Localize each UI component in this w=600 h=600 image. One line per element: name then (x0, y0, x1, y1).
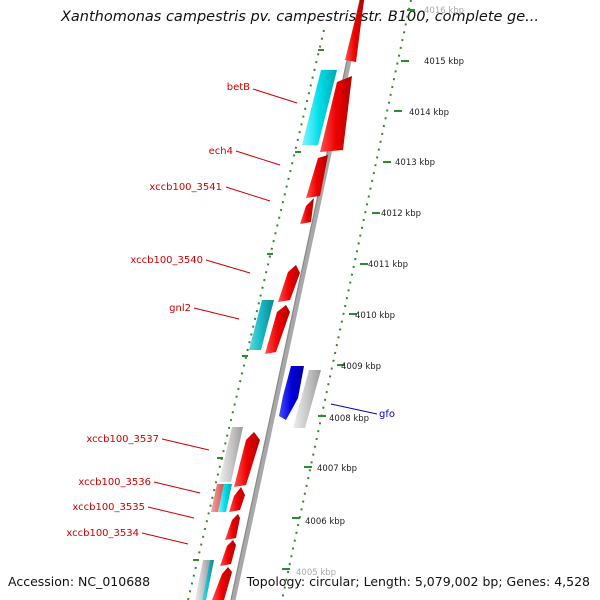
gene-teal-bottom[interactable] (202, 560, 214, 600)
tick-label: 4006 kbp (305, 517, 345, 527)
gene-label-betB[interactable]: betB (227, 82, 250, 93)
gene-gray[interactable] (219, 427, 243, 482)
gene-label-ech4[interactable]: ech4 (209, 146, 233, 157)
gene-arrow[interactable] (234, 432, 260, 487)
scale-ticks: 4016 kbp 4015 kbp 4014 kbp 4013 kbp 4012… (282, 6, 464, 578)
leader-line (161, 438, 210, 451)
gene-arrow[interactable] (320, 76, 352, 152)
gene-labels: betB ech4 xccb100_3541 xccb100_3540 gnl2… (66, 82, 250, 539)
gene-betB[interactable] (302, 70, 337, 145)
label-leaders (141, 88, 298, 545)
gene-label-xccb100-3541[interactable]: xccb100_3541 (149, 182, 222, 193)
leader-line (153, 481, 201, 494)
tick-label: 4013 kbp (395, 158, 435, 168)
map-title: Xanthomonas campestris pv. campestris st… (60, 9, 540, 25)
gene-gnl2[interactable] (249, 300, 274, 350)
gene-label-gfo[interactable]: gfo (379, 409, 395, 420)
gene-arrow[interactable] (306, 155, 328, 198)
gene-arrow[interactable] (225, 514, 240, 540)
gene-gray[interactable] (195, 560, 210, 600)
gene-arrow[interactable] (278, 265, 300, 302)
tick-label: 4007 kbp (317, 464, 357, 474)
gene-pink-small[interactable] (211, 484, 224, 512)
leader-line (193, 307, 240, 320)
tick-label: 4014 kbp (409, 108, 449, 118)
gene-gray[interactable] (293, 370, 321, 428)
tick-label: 4005 kbp (296, 568, 336, 578)
gene-label-xccb100-3536[interactable]: xccb100_3536 (78, 477, 151, 488)
inner-scale-line (187, 29, 325, 600)
gene-arrow[interactable] (229, 487, 245, 512)
genes-red (212, 0, 364, 600)
leader-line (205, 259, 251, 274)
leader-line (147, 506, 195, 519)
gene-arrow[interactable] (212, 567, 232, 600)
gene-gfo[interactable] (279, 366, 304, 420)
tick-label: 4008 kbp (329, 414, 369, 424)
tick-label: 4010 kbp (355, 311, 395, 321)
leader-line (252, 88, 298, 104)
leader-line (235, 150, 281, 166)
gene-label-gnl2[interactable]: gnl2 (169, 303, 191, 314)
gene-arrow[interactable] (345, 0, 364, 62)
gene-cyan-small[interactable] (218, 484, 232, 512)
gene-label-xccb100-3535[interactable]: xccb100_3535 (72, 502, 145, 513)
inner-scale-marks (193, 49, 324, 561)
tick-label: 4015 kbp (424, 57, 464, 67)
accession-info: Accession: NC_010688 (8, 574, 151, 589)
topology-info: Topology: circular; Length: 5,079,002 bp… (246, 574, 590, 589)
leader-line (225, 186, 271, 202)
gene-label-xccb100-3534[interactable]: xccb100_3534 (66, 528, 139, 539)
gene-arrow[interactable] (300, 198, 314, 224)
leader-line-gfo (330, 403, 378, 415)
tick-label: 4011 kbp (368, 260, 408, 270)
tick-label: 4016 kbp (424, 6, 464, 16)
gene-arrow[interactable] (265, 305, 290, 354)
gene-label-xccb100-3537[interactable]: xccb100_3537 (86, 434, 159, 445)
tick-label: 4009 kbp (341, 362, 381, 372)
gene-label-xccb100-3540[interactable]: xccb100_3540 (130, 255, 203, 266)
gene-arrow[interactable] (220, 540, 236, 566)
tick-label: 4012 kbp (381, 209, 421, 219)
leader-line (141, 532, 189, 545)
